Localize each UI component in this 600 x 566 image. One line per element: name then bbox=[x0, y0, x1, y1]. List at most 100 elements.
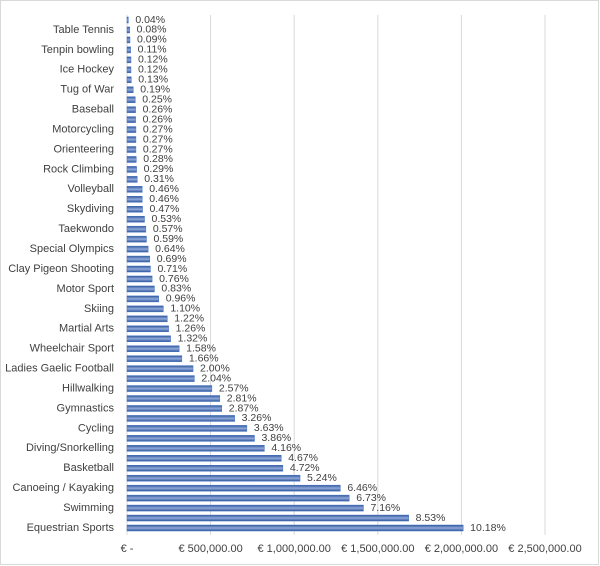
y-tick-label: Equestrian Sports bbox=[27, 522, 115, 534]
y-tick-label: Basketball bbox=[63, 462, 114, 474]
bar bbox=[126, 275, 153, 283]
y-tick-label: Rock Climbing bbox=[43, 163, 114, 175]
data-label: 0.71% bbox=[157, 263, 187, 275]
y-tick-label: Taekwondo bbox=[58, 223, 114, 235]
y-tick-label: Clay Pigeon Shooting bbox=[8, 263, 114, 275]
bar bbox=[126, 335, 171, 342]
bar bbox=[126, 484, 341, 492]
x-tick-label: € 1,500,000.00 bbox=[341, 543, 414, 555]
data-label: 0.53% bbox=[152, 213, 182, 225]
y-tick-label: Ice Hockey bbox=[60, 64, 115, 76]
y-tick-label: Volleyball bbox=[68, 183, 114, 195]
bar bbox=[126, 355, 183, 362]
data-label: 7.16% bbox=[370, 502, 400, 514]
bar bbox=[126, 524, 464, 532]
data-label: 6.73% bbox=[356, 492, 386, 504]
bar bbox=[126, 26, 130, 34]
bar bbox=[126, 405, 223, 412]
data-label: 10.18% bbox=[470, 522, 506, 534]
bar bbox=[126, 76, 132, 84]
data-label: 0.12% bbox=[138, 64, 168, 76]
bar bbox=[126, 435, 255, 442]
bar bbox=[126, 96, 136, 103]
bar bbox=[126, 196, 143, 203]
bar bbox=[126, 504, 364, 512]
data-label: 2.00% bbox=[200, 362, 230, 374]
data-label: 0.26% bbox=[143, 113, 173, 125]
y-tick-label: Tug of War bbox=[60, 84, 114, 96]
bar bbox=[126, 474, 301, 482]
y-tick-label: Martial Arts bbox=[59, 323, 115, 335]
data-label: 6.46% bbox=[347, 482, 377, 494]
bar bbox=[126, 494, 350, 502]
y-tick-label: Table Tennis bbox=[53, 24, 114, 36]
data-label: 2.87% bbox=[229, 402, 259, 414]
bar bbox=[126, 315, 168, 323]
bar bbox=[126, 126, 137, 133]
data-label: 0.83% bbox=[161, 283, 191, 295]
data-label: 0.27% bbox=[143, 133, 173, 145]
data-label: 3.86% bbox=[261, 432, 291, 444]
data-label: 4.16% bbox=[271, 442, 301, 454]
data-label: 0.27% bbox=[143, 143, 173, 155]
y-tick-label: Ladies Gaelic Football bbox=[5, 363, 114, 375]
bar bbox=[126, 146, 137, 153]
y-tick-label: Baseball bbox=[72, 104, 114, 116]
data-label: 0.29% bbox=[144, 163, 174, 175]
data-label: 0.69% bbox=[157, 253, 187, 265]
y-tick-label: Hillwalking bbox=[62, 382, 114, 394]
bar bbox=[126, 16, 129, 24]
data-label: 1.26% bbox=[176, 323, 206, 335]
bar bbox=[126, 225, 147, 233]
data-label: 1.10% bbox=[170, 303, 200, 315]
bar bbox=[126, 106, 136, 113]
bar bbox=[126, 206, 143, 213]
data-label: 2.04% bbox=[201, 372, 231, 384]
data-label: 0.19% bbox=[140, 84, 170, 96]
y-tick-label: Skydiving bbox=[67, 203, 114, 215]
data-label: 4.72% bbox=[290, 462, 320, 474]
bar bbox=[126, 305, 164, 313]
y-tick-label: Special Olympics bbox=[30, 243, 115, 255]
y-tick-label: Motorcycling bbox=[52, 123, 114, 135]
data-label: 5.24% bbox=[307, 472, 337, 484]
bar bbox=[126, 215, 145, 223]
bar bbox=[126, 375, 195, 382]
y-tick-label: Motor Sport bbox=[57, 283, 114, 295]
y-tick-label: Skiing bbox=[84, 303, 114, 315]
data-label: 4.67% bbox=[288, 452, 318, 464]
y-tick-label: Swimming bbox=[63, 502, 114, 514]
y-tick-label: Cycling bbox=[78, 422, 114, 434]
data-label: 0.47% bbox=[150, 203, 180, 215]
bar bbox=[126, 36, 131, 44]
data-label: 0.46% bbox=[149, 183, 179, 195]
y-tick-label: Diving/Snorkelling bbox=[26, 442, 114, 454]
bar bbox=[126, 395, 221, 402]
bar bbox=[126, 156, 137, 163]
data-label: 0.09% bbox=[137, 34, 167, 46]
bar bbox=[126, 445, 265, 452]
bar bbox=[126, 136, 137, 143]
x-tick-label: € 2,500,000.00 bbox=[508, 543, 581, 555]
y-tick-label: Canoeing / Kayaking bbox=[12, 482, 114, 494]
data-label: 0.28% bbox=[143, 153, 173, 165]
data-label: 0.25% bbox=[142, 93, 172, 105]
x-tick-label: € - bbox=[121, 543, 134, 555]
bar bbox=[126, 245, 149, 253]
data-label: 0.59% bbox=[153, 233, 183, 245]
bar bbox=[126, 186, 143, 193]
x-tick-label: € 1,000,000.00 bbox=[257, 543, 330, 555]
y-tick-label: Gymnastics bbox=[57, 402, 115, 414]
data-label: 0.46% bbox=[149, 193, 179, 205]
bar bbox=[126, 514, 409, 522]
bar bbox=[126, 325, 169, 333]
bar bbox=[126, 425, 248, 432]
data-label: 0.11% bbox=[138, 44, 167, 56]
data-label: 0.08% bbox=[137, 24, 167, 36]
data-label: 1.22% bbox=[174, 313, 204, 325]
data-label: 0.57% bbox=[153, 223, 183, 235]
bar bbox=[126, 86, 134, 93]
y-tick-label: Orienteering bbox=[53, 143, 114, 155]
data-label: 1.66% bbox=[189, 352, 219, 364]
bar bbox=[126, 295, 159, 303]
